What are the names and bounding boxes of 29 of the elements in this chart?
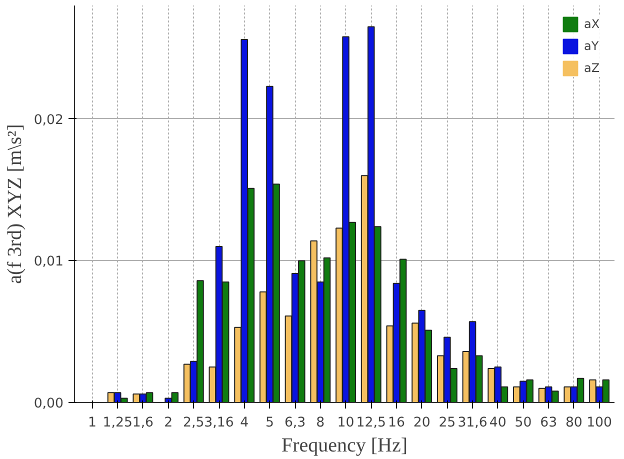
x-tick-label: 12,5	[356, 416, 386, 430]
x-tick-label: 2	[164, 416, 173, 430]
x-tick-label: 16	[388, 416, 405, 430]
x-tick-label: 5	[265, 416, 274, 430]
x-tick-label: 80	[565, 416, 582, 430]
x-tick-label: 4	[240, 416, 249, 430]
x-tick-label: 63	[540, 416, 558, 430]
x-tick-label: 20	[413, 416, 430, 430]
x-axis-title: Frequency [Hz]	[281, 434, 408, 456]
x-tick-label: 1,25	[102, 416, 132, 430]
x-tick-label: 100	[586, 416, 612, 430]
x-tick-label: 1,6	[132, 416, 154, 430]
legend-label: aZ	[584, 61, 601, 75]
x-tick-label: 10	[337, 416, 354, 430]
x-tick-label: 8	[316, 416, 325, 430]
x-tick-label: 50	[514, 416, 532, 430]
legend-label: aY	[584, 39, 600, 53]
x-tick-label: 31,6	[458, 416, 488, 430]
x-tick-label: 1	[88, 416, 96, 430]
y-tick-label: 0,02	[34, 112, 64, 128]
y-axis-title: a(f 3rd) XYZ [m\s²]	[4, 124, 26, 284]
x-tick-label: 40	[489, 416, 506, 430]
x-tick-label: 2,5	[183, 416, 204, 430]
legend-label: aX	[584, 17, 601, 31]
x-tick-label: 25	[438, 416, 456, 430]
x-tick-label: 6,3	[284, 416, 306, 430]
y-tick-label: 0,00	[34, 396, 64, 412]
x-tick-label: 3,16	[204, 416, 234, 430]
y-tick-label: 0,01	[34, 254, 64, 270]
